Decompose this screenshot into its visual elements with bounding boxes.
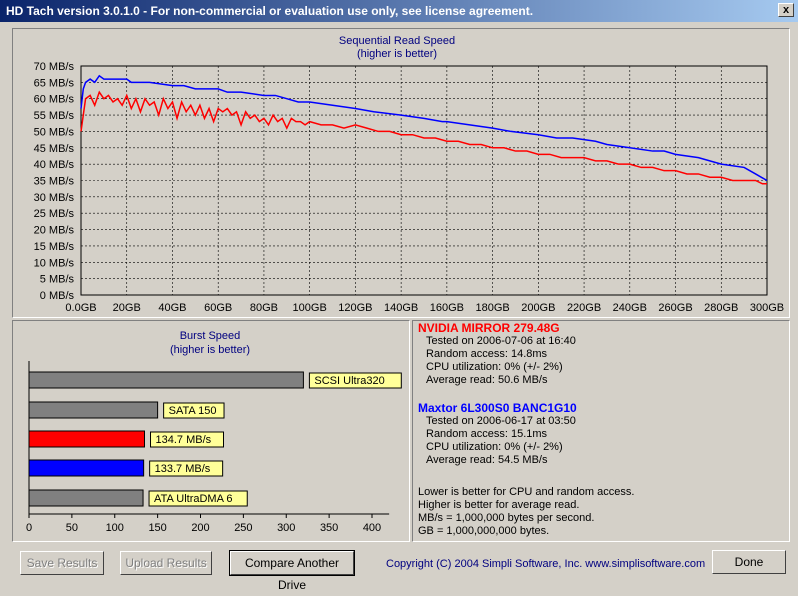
burst-bar [28, 371, 304, 389]
burst-x-tick-label: 0 [26, 522, 32, 534]
y-tick-label: 50 MB/s [34, 126, 75, 138]
note-line: GB = 1,000,000,000 bytes. [418, 525, 550, 537]
burst-chart-panel [12, 320, 410, 542]
burst-bar [28, 459, 145, 477]
burst-label-box [149, 460, 224, 477]
burst-bar-label: 134.7 MB/s [156, 434, 212, 446]
burst-bar [28, 401, 159, 419]
series-line-nvidia-mirror [80, 90, 767, 185]
burst-x-tick-label: 400 [363, 522, 381, 534]
burst-bar-label: SATA 150 [169, 405, 217, 417]
burst-label-box [150, 431, 225, 448]
drive-1-average: Average read: 50.6 MB/s [426, 374, 548, 386]
burst-x-tick-label: 250 [234, 522, 252, 534]
compare-another-drive-button[interactable]: Compare Another Drive [229, 550, 355, 592]
y-tick-label: 65 MB/s [34, 77, 75, 89]
y-tick-label: 55 MB/s [34, 110, 75, 122]
burst-chart-title: Burst Speed [179, 330, 241, 342]
x-tick-label: 20GB [113, 302, 141, 314]
burst-bar [28, 489, 144, 507]
burst-label-box [148, 490, 248, 507]
y-tick-label: 25 MB/s [34, 208, 75, 220]
read-chart-title: Sequential Read Speed [339, 35, 455, 47]
plot-frame [80, 65, 768, 296]
y-tick-label: 15 MB/s [34, 241, 75, 253]
x-tick-label: 100GB [293, 302, 327, 314]
drive-1-cpu: CPU utilization: 0% (+/- 2%) [426, 361, 563, 373]
y-tick-label: 45 MB/s [34, 143, 75, 155]
x-tick-label: 300GB [750, 302, 784, 314]
y-tick-label: 30 MB/s [34, 192, 75, 204]
burst-x-tick-label: 100 [106, 522, 124, 534]
drive-2-random-access: Random access: 15.1ms [426, 428, 548, 440]
burst-bar [28, 430, 146, 448]
burst-bar-label: ATA UltraDMA 6 [154, 493, 232, 505]
x-tick-label: 240GB [613, 302, 647, 314]
title-bar: HD Tach version 3.0.1.0 - For non-commer… [0, 0, 798, 22]
y-tick-label: 35 MB/s [34, 176, 75, 188]
results-panel [412, 320, 790, 542]
y-tick-label: 0 MB/s [40, 290, 75, 302]
x-tick-label: 140GB [384, 302, 418, 314]
y-tick-label: 70 MB/s [34, 61, 75, 73]
burst-bar-label: 133.7 MB/s [155, 463, 211, 475]
burst-bar-label: SCSI Ultra320 [314, 375, 384, 387]
x-tick-label: 260GB [658, 302, 692, 314]
read-chart-panel [12, 28, 790, 318]
burst-speed-chart: 0 50 100 150 200 250 300 350 400 SCSI Ultra320 SA… [26, 361, 402, 534]
x-tick-label: 60GB [204, 302, 232, 314]
copyright-text: Copyright (C) 2004 Simpli Software, Inc.… [386, 558, 706, 570]
y-tick-label: 20 MB/s [34, 225, 75, 237]
burst-x-tick-label: 50 [66, 522, 78, 534]
burst-x-tick-label: 350 [320, 522, 338, 534]
window-title: HD Tach version 3.0.1.0 - For non-commer… [6, 4, 534, 18]
drive-1-name: NVIDIA MIRROR 279.48G [418, 321, 560, 335]
drive-2-average: Average read: 54.5 MB/s [426, 454, 548, 466]
burst-label-box [308, 372, 402, 389]
note-line: Lower is better for CPU and random acces… [418, 486, 635, 498]
close-button[interactable]: x [778, 3, 794, 17]
burst-chart-subtitle: (higher is better) [169, 344, 251, 356]
burst-x-tick-label: 200 [191, 522, 209, 534]
burst-label-box [163, 402, 225, 419]
read-chart-subtitle: (higher is better) [357, 48, 437, 60]
x-tick-label: 220GB [567, 302, 601, 314]
y-tick-label: 5 MB/s [40, 274, 75, 286]
drive-2-cpu: CPU utilization: 0% (+/- 2%) [426, 441, 563, 453]
close-icon: x [782, 4, 790, 16]
note-line: MB/s = 1,000,000 bytes per second. [418, 512, 595, 524]
x-tick-label: 160GB [430, 302, 464, 314]
drive-1-tested: Tested on 2006-07-06 at 16:40 [426, 335, 576, 347]
burst-x-tick-label: 300 [277, 522, 295, 534]
burst-x-tick-label: 150 [148, 522, 166, 534]
drive-1-random-access: Random access: 14.8ms [426, 348, 548, 360]
x-tick-label: 40GB [158, 302, 186, 314]
results-info: NVIDIA MIRROR 279.48G Tested on 2006-07-… [418, 322, 788, 538]
x-tick-label: 200GB [521, 302, 555, 314]
done-button[interactable]: Done [712, 550, 786, 574]
series-line-maxtor [80, 74, 768, 182]
y-tick-label: 60 MB/s [34, 94, 75, 106]
sequential-read-chart: Sequential Read Speed (higher is better)… [34, 35, 784, 314]
note-line: Higher is better for average read. [418, 499, 580, 511]
x-tick-label: 0.0GB [65, 302, 96, 314]
y-tick-label: 40 MB/s [34, 159, 75, 171]
drive-2-name: Maxtor 6L300S0 BANC1G10 [418, 401, 577, 415]
x-tick-label: 280GB [704, 302, 738, 314]
upload-results-button[interactable]: Upload Results [120, 551, 212, 575]
drive-2-tested: Tested on 2006-06-17 at 03:50 [426, 415, 576, 427]
save-results-button[interactable]: Save Results [20, 551, 104, 575]
x-tick-label: 180GB [475, 302, 509, 314]
y-tick-label: 10 MB/s [34, 257, 75, 269]
x-tick-label: 120GB [338, 302, 372, 314]
x-tick-label: 80GB [250, 302, 278, 314]
